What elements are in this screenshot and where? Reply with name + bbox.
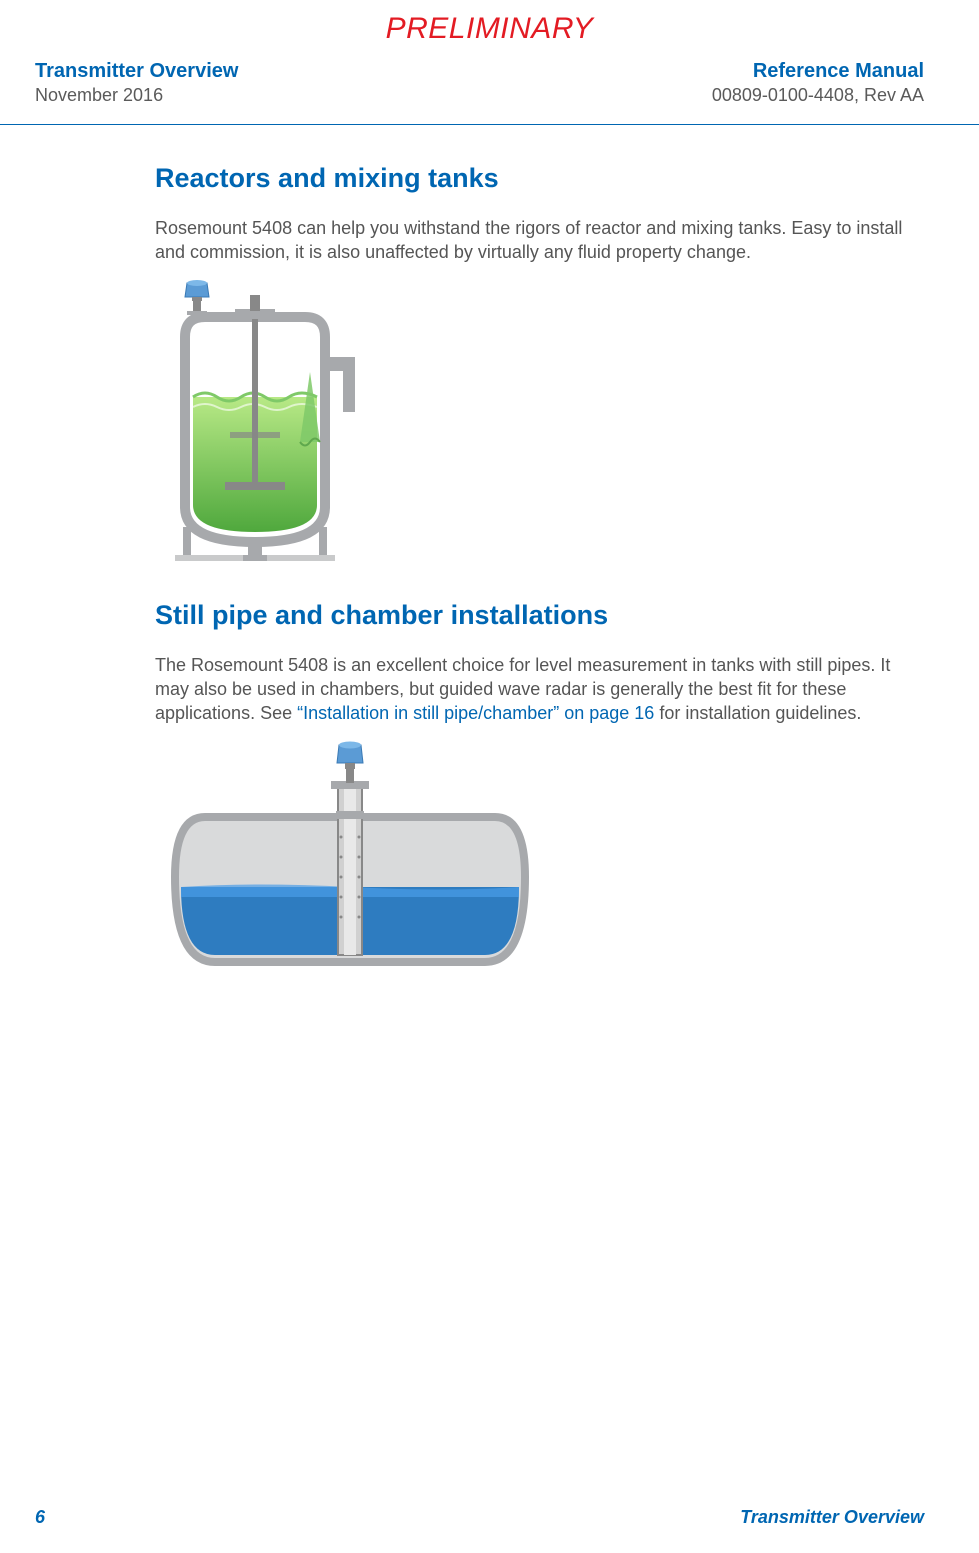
watermark-text: PRELIMINARY [386, 12, 594, 46]
header-right-sub: 00809-0100-4408, Rev AA [712, 85, 924, 106]
header-left-sub: November 2016 [35, 85, 238, 106]
page-content: Reactors and mixing tanks Rosemount 5408… [0, 125, 979, 1002]
section-stillpipe-heading: Still pipe and chamber installations [155, 600, 924, 631]
footer-title: Transmitter Overview [740, 1507, 924, 1528]
body-post: for installation guidelines. [654, 703, 861, 723]
page-footer: 6 Transmitter Overview [0, 1507, 979, 1528]
header-right: Reference Manual 00809-0100-4408, Rev AA [712, 60, 924, 106]
page-number: 6 [35, 1507, 45, 1528]
section-reactors-body: Rosemount 5408 can help you withstand th… [155, 216, 924, 265]
section-stillpipe-body: The Rosemount 5408 is an excellent choic… [155, 653, 924, 726]
stillpipe-tank-figure [155, 737, 924, 1002]
section-reactors-heading: Reactors and mixing tanks [155, 163, 924, 194]
reactor-tank-figure [155, 277, 924, 572]
installation-link[interactable]: “Installation in still pipe/chamber” on … [297, 703, 654, 723]
header-left: Transmitter Overview November 2016 [35, 60, 238, 106]
header-right-title: Reference Manual [712, 60, 924, 83]
header-left-title: Transmitter Overview [35, 60, 238, 83]
